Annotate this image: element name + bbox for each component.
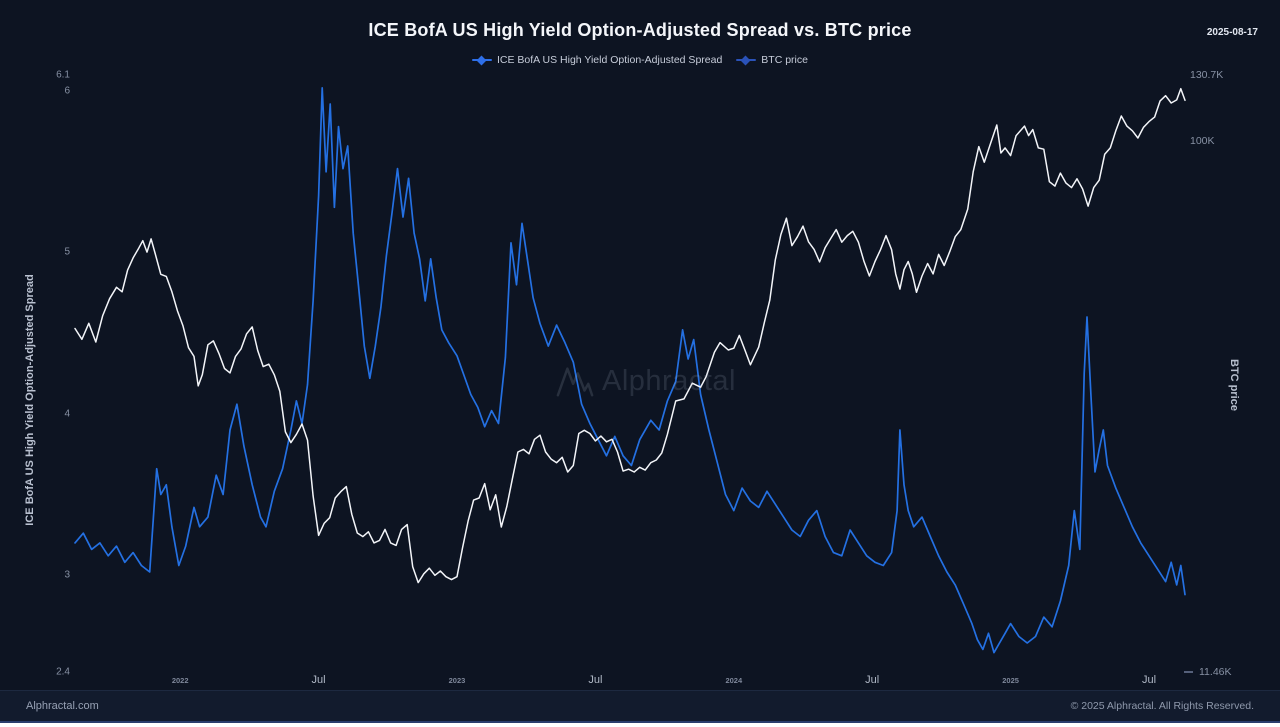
chart-title: ICE BofA US High Yield Option-Adjusted S… [368, 20, 912, 40]
x-axis-tick-jul: Jul [311, 674, 326, 686]
chart-date-label: 2025-08-17 [1206, 27, 1258, 38]
y-axis-right-tick: 11.46K [1199, 666, 1232, 678]
footer-copyright: © 2025 Alphractal. All Rights Reserved. [1070, 700, 1254, 712]
legend-item-btc[interactable]: BTC price [736, 54, 808, 66]
btc-series-marker-icon [736, 55, 757, 65]
x-axis-tick-2023: 2023 [448, 676, 466, 685]
footer-accent-line [0, 721, 1280, 723]
x-axis-tick-2025: 2025 [1002, 676, 1019, 685]
y-axis-right-tick: 100K [1190, 134, 1215, 147]
y-axis-right-tick: 130.7K [1190, 69, 1224, 81]
legend-label-btc: BTC price [761, 54, 808, 66]
x-axis-tick-2024: 2024 [725, 676, 743, 685]
y-axis-left-tick: 6 [64, 85, 70, 97]
y-axis-left-tick: 6.1 [56, 69, 70, 81]
x-axis-tick-jul: Jul [1141, 674, 1157, 686]
x-axis-tick-jul: Jul [865, 674, 880, 686]
legend-label-spread: ICE BofA US High Yield Option-Adjusted S… [497, 54, 723, 66]
x-axis-tick-jul: Jul [588, 674, 603, 686]
spread-series-marker-icon [472, 55, 492, 65]
y-axis-left-tick: 5 [64, 246, 70, 258]
legend-item-spread[interactable]: ICE BofA US High Yield Option-Adjusted S… [472, 54, 722, 66]
footer-bar: Alphractal.com © 2025 Alphractal. All Ri… [0, 690, 1280, 721]
y-axis-left-tick: 3 [64, 569, 70, 581]
chart-region: ICE BofA US High Yield Option-Adjusted S… [0, 0, 1280, 690]
legend: ICE BofA US High Yield Option-Adjusted S… [0, 54, 1280, 66]
y-axis-left-title: ICE BofA US High Yield Option-Adjusted S… [24, 274, 36, 526]
y-axis-left-tick: 4 [64, 408, 70, 420]
y-axis-right-tick-mark [1184, 671, 1193, 673]
x-axis-tick-2022: 2022 [171, 676, 189, 685]
y-axis-right-title: BTC price [1228, 359, 1240, 411]
y-axis-left-tick: 2.4 [56, 666, 70, 678]
footer-site-link: Alphractal.com [26, 700, 99, 712]
btc-line-series [74, 87, 1186, 584]
spread-line-series [74, 87, 1186, 654]
plot-area[interactable] [0, 0, 1280, 690]
